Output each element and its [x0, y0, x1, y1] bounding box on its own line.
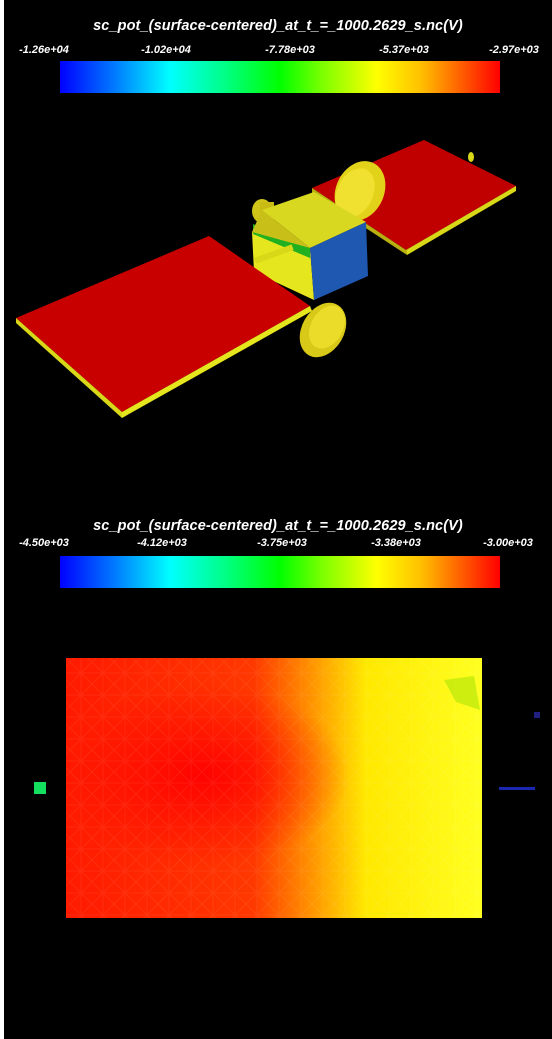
bottom-colorbar-title: sc_pot_(surface-centered)_at_t_=_1000.26…	[93, 518, 463, 534]
top-colorbar	[60, 61, 500, 93]
probe-marker-right	[499, 787, 535, 790]
bottom-colorbar-tick: -3.00e+03	[483, 537, 533, 549]
top-colorbar-tick: -5.37e+03	[379, 44, 429, 56]
bottom-colorbar-tick: -3.38e+03	[371, 537, 421, 549]
bottom-colorbar-tick: -3.75e+03	[257, 537, 307, 549]
top-colorbar-tick: -7.78e+03	[265, 44, 315, 56]
bottom-colorbar-tick: -4.50e+03	[19, 537, 69, 549]
satellite-render	[16, 140, 516, 418]
probe-marker-left	[34, 782, 46, 794]
top-colorbar-tick: -1.26e+04	[19, 44, 69, 56]
bus-top-face	[262, 192, 366, 248]
top-colorbar-title: sc_pot_(surface-centered)_at_t_=_1000.26…	[93, 18, 463, 34]
left-panel-edge	[16, 318, 122, 418]
bus-blue-face	[310, 222, 368, 300]
left-solar-panel	[16, 236, 310, 412]
panel-potential-map	[34, 658, 540, 918]
antenna-stub	[468, 152, 474, 162]
probe-dot	[534, 712, 540, 718]
top-colorbar-tick: -2.97e+03	[489, 44, 539, 56]
render-viewport: sc_pot_(surface-centered)_at_t_=_1000.26…	[4, 0, 552, 1039]
bottom-colorbar-tick: -4.12e+03	[137, 537, 187, 549]
top-colorbar-tick: -1.02e+04	[141, 44, 191, 56]
right-panel-edge	[406, 186, 516, 255]
bottom-colorbar	[60, 556, 500, 588]
